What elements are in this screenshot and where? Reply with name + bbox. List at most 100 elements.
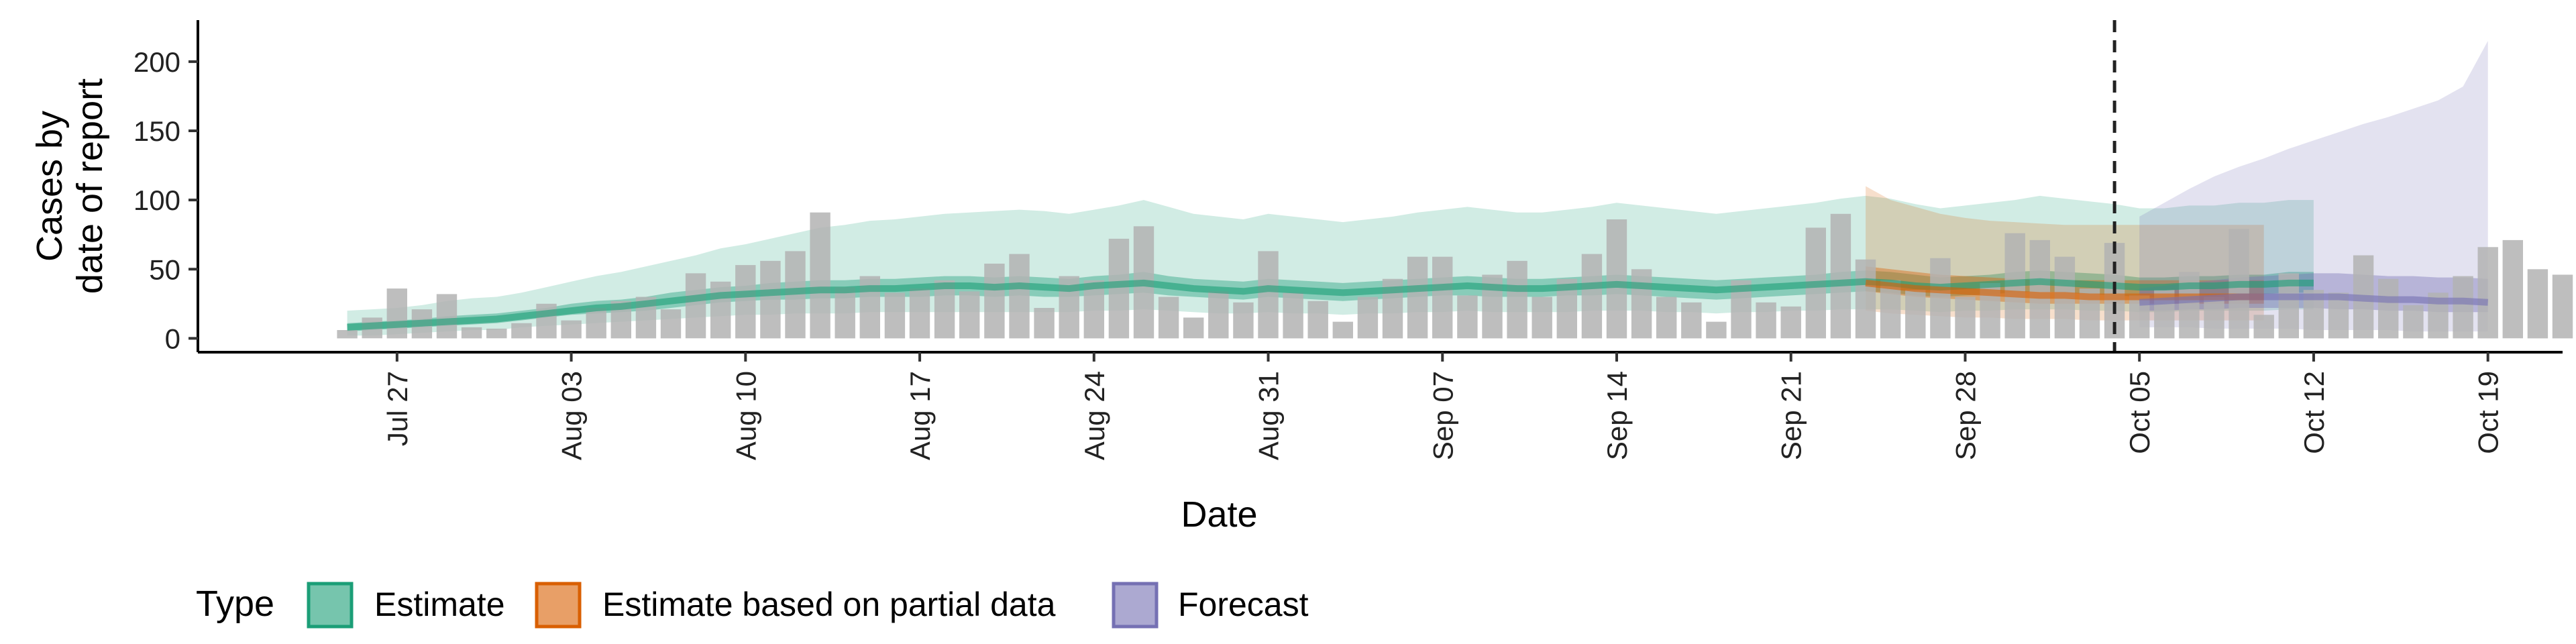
case-bar	[1855, 259, 1876, 339]
legend-key-1	[307, 582, 354, 629]
case-bar	[586, 308, 606, 339]
legend-label-1: Estimate	[374, 586, 505, 623]
y-tick-label: 150	[133, 115, 180, 147]
case-bar	[386, 288, 407, 339]
case-bar	[959, 291, 980, 339]
case-bar	[337, 330, 358, 339]
case-bar	[1208, 291, 1229, 339]
case-bar	[1357, 297, 1379, 339]
case-bar	[1307, 301, 1328, 339]
x-tick-label: Aug 17	[904, 371, 936, 460]
case-bar	[1706, 321, 1727, 339]
case-bar	[2029, 239, 2050, 339]
case-bar	[2179, 272, 2200, 339]
case-bar	[511, 323, 532, 339]
case-bar	[1009, 254, 1030, 339]
x-tick-label: Sep 21	[1776, 371, 1807, 460]
x-tick-label: Oct 05	[2124, 371, 2155, 454]
case-bar	[436, 294, 458, 339]
legend-label-3: Forecast	[1178, 586, 1309, 623]
case-bar	[984, 264, 1005, 339]
case-bar	[685, 273, 706, 339]
case-bar	[1581, 254, 1603, 339]
legend-label-2: Estimate based on partial data	[602, 586, 1056, 623]
x-tick-label: Sep 14	[1601, 371, 1633, 460]
case-bar	[1457, 295, 1478, 339]
case-bar	[1332, 321, 1353, 339]
case-bar	[2453, 276, 2473, 339]
case-bar	[461, 327, 482, 339]
legend-key-3	[1112, 582, 1159, 629]
case-bar	[1258, 251, 1279, 339]
y-axis-title-line: date of report	[70, 78, 110, 294]
x-tick-label: Sep 28	[1949, 371, 1981, 460]
case-bar	[1830, 213, 1851, 339]
case-bar	[1681, 302, 1702, 339]
case-bar	[2204, 297, 2224, 339]
case-bar	[1158, 297, 1179, 339]
case-bar	[1083, 280, 1104, 339]
legend-title: Type	[196, 584, 274, 624]
case-bar	[760, 260, 781, 339]
case-bar	[884, 292, 906, 339]
case-bar	[934, 280, 955, 339]
band-90-series-2	[2139, 40, 2488, 332]
case-bar	[1183, 317, 1204, 339]
case-bar	[660, 309, 682, 339]
x-axis-title: Date	[1181, 494, 1257, 535]
case-bar	[1532, 297, 1552, 339]
case-bar	[2253, 315, 2274, 339]
y-tick-label: 200	[133, 46, 180, 78]
case-bar	[2477, 247, 2498, 339]
x-tick-label: Sep 07	[1427, 371, 1458, 460]
case-bar	[2378, 278, 2399, 339]
case-bar	[1905, 290, 1926, 339]
x-tick-label: Oct 19	[2473, 371, 2504, 454]
case-bar	[1656, 297, 1677, 339]
legend-key-2	[535, 582, 582, 629]
case-bar	[2527, 269, 2548, 339]
case-bar	[810, 212, 830, 339]
case-bar	[536, 303, 557, 339]
legend: Type Estimate Estimate based on partial da…	[196, 582, 1309, 629]
x-tick-label: Jul 27	[382, 371, 413, 446]
case-bar	[1756, 302, 1776, 339]
median-line-series-2	[2139, 293, 2488, 306]
case-bar	[1407, 256, 1428, 339]
y-axis-title: Cases bydate of report	[30, 78, 110, 294]
x-tick-label: Aug 24	[1079, 371, 1110, 460]
x-tick-label: Aug 10	[730, 371, 761, 460]
case-bar	[909, 288, 930, 339]
case-bar	[735, 265, 756, 339]
case-bar	[2403, 305, 2424, 339]
x-tick-label: Aug 03	[556, 371, 588, 460]
case-bar	[1606, 219, 1627, 339]
case-bar	[2502, 239, 2523, 339]
y-tick-label: 50	[149, 254, 180, 285]
median-lines	[347, 278, 2488, 331]
y-axis-title-line: Cases by	[30, 111, 70, 262]
case-bar	[835, 287, 855, 339]
case-bar	[1283, 292, 1303, 339]
case-bar	[1780, 306, 1801, 339]
case-bar	[1880, 280, 1901, 339]
case-bar	[2552, 274, 2573, 339]
case-bar	[1955, 297, 1976, 339]
x-tick-label: Aug 31	[1253, 371, 1285, 460]
axes: 0 50 100 150 200 Jul 27 Aug 03 Aug 10 Aug 17 Aug …	[30, 20, 2563, 535]
case-bar	[1432, 256, 1453, 339]
case-bar	[710, 281, 731, 339]
case-bar	[1930, 258, 1951, 339]
y-tick-label: 100	[133, 184, 180, 216]
median-line-series-0	[347, 278, 2314, 331]
x-tick-label: Oct 12	[2298, 371, 2330, 454]
case-bar	[1507, 260, 1527, 339]
case-bar	[1631, 269, 1652, 339]
case-bar	[1233, 302, 1254, 339]
case-bar	[1034, 308, 1055, 339]
y-tick-label: 0	[165, 323, 180, 354]
case-bar	[561, 320, 582, 339]
case-bar	[486, 328, 507, 339]
case-bar	[1108, 238, 1130, 339]
